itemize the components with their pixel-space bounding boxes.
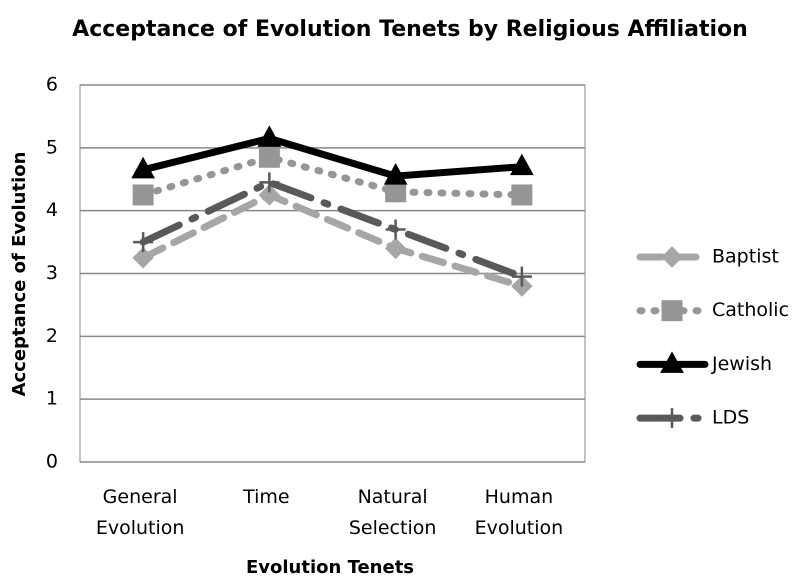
marker (132, 247, 154, 269)
marker (133, 232, 154, 253)
marker (259, 172, 280, 193)
legend-label: Jewish (711, 353, 772, 375)
marker (258, 146, 280, 168)
legend-label: Baptist (712, 246, 779, 268)
marker (132, 184, 154, 206)
y-axis-label: Acceptance of Evolution (9, 152, 30, 397)
legend-label: LDS (712, 407, 749, 429)
x-tick-label: Human Evolution (474, 486, 564, 539)
x-tick-label: General Evolution (95, 486, 185, 539)
marker (661, 300, 683, 322)
y-tick-label: 4 (46, 199, 58, 221)
marker (257, 125, 282, 147)
x-tick-label: Time (243, 486, 290, 508)
marker (385, 181, 407, 203)
marker (662, 408, 682, 429)
y-tick-label: 3 (46, 262, 58, 284)
legend-label: Catholic (712, 299, 789, 321)
marker (385, 219, 406, 240)
marker (661, 246, 683, 268)
marker (510, 153, 534, 176)
x-tick-label: Natural Selection (348, 486, 437, 539)
marker (383, 163, 408, 185)
y-tick-label: 5 (46, 136, 58, 158)
marker (660, 351, 684, 373)
y-tick-label: 1 (46, 388, 58, 410)
series-line (139, 178, 526, 281)
series-line (139, 191, 526, 290)
x-axis-label: Evolution Tenets (246, 557, 414, 578)
marker (511, 266, 532, 287)
series-line (139, 153, 526, 199)
y-tick-label: 0 (46, 451, 58, 473)
y-tick-label: 2 (46, 325, 58, 347)
marker (384, 237, 407, 260)
series-line (139, 134, 526, 180)
marker (258, 184, 281, 206)
marker (511, 184, 533, 206)
y-tick-label: 6 (46, 74, 58, 96)
chart-title: Acceptance of Evolution Tenets by Religi… (72, 17, 748, 42)
marker (131, 156, 155, 179)
